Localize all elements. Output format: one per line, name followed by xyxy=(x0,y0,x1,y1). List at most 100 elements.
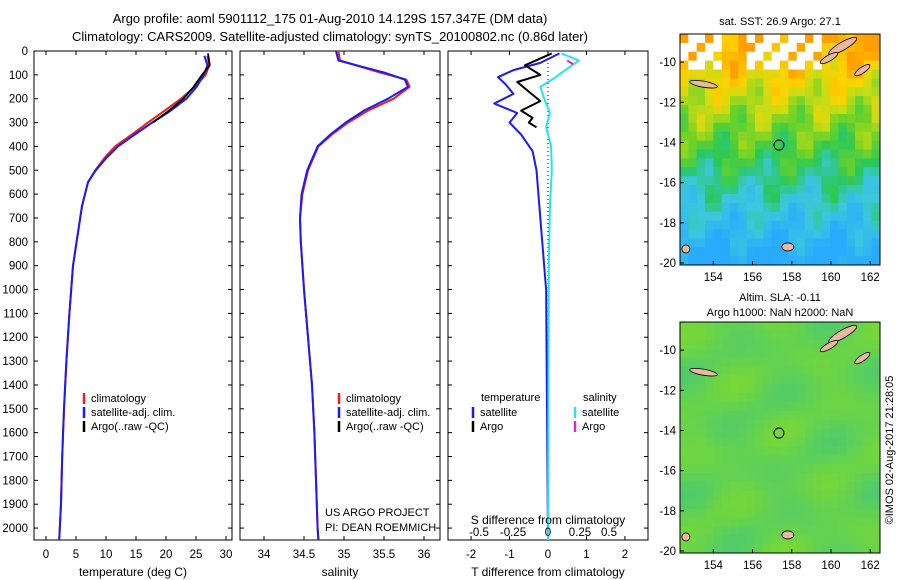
map-cell xyxy=(755,185,764,195)
map-cell xyxy=(863,220,873,231)
map-cell xyxy=(788,193,798,204)
map-cell xyxy=(721,60,731,71)
map-cell xyxy=(813,357,823,368)
map-cell xyxy=(855,384,864,394)
map-cell xyxy=(771,481,781,492)
map-cell xyxy=(738,339,748,350)
map-cell xyxy=(721,526,731,536)
map-cell xyxy=(721,508,731,519)
map-cell xyxy=(721,113,731,124)
map-cell xyxy=(780,158,789,168)
map-cell xyxy=(738,419,748,430)
map-cell xyxy=(780,238,789,248)
map-cell xyxy=(813,105,823,115)
map-cell xyxy=(871,220,880,231)
map-cell xyxy=(721,401,731,412)
map-cell xyxy=(771,446,781,456)
map-cell xyxy=(730,247,739,257)
map-cell xyxy=(771,211,781,222)
map-cell xyxy=(871,428,880,439)
map-cell xyxy=(688,339,698,350)
map-cell xyxy=(813,158,823,168)
map-cell xyxy=(838,247,848,257)
map-cell xyxy=(813,176,823,186)
longitude-label: 156 xyxy=(743,272,762,284)
map-cell xyxy=(813,34,823,44)
map-cell xyxy=(680,78,689,88)
map-cell xyxy=(830,535,839,545)
map-cell xyxy=(830,34,839,44)
map-cell xyxy=(746,193,756,204)
map-cell xyxy=(763,322,773,332)
map-cell xyxy=(688,193,698,204)
map-cell xyxy=(771,322,781,332)
map-cell xyxy=(780,455,789,465)
map-cell xyxy=(771,140,781,151)
map-cell xyxy=(796,60,806,71)
map-cell xyxy=(871,410,880,421)
map-cell xyxy=(780,481,789,492)
map-cell xyxy=(863,167,873,177)
map-cell xyxy=(763,526,773,536)
map-cell xyxy=(788,238,798,248)
map-cell xyxy=(855,149,864,159)
island-shape xyxy=(681,532,691,542)
map-cell xyxy=(688,508,698,519)
map-cell xyxy=(696,322,706,332)
map-cell xyxy=(813,455,823,465)
map-cell xyxy=(705,193,714,204)
map-cell xyxy=(746,526,756,536)
map-cell xyxy=(730,526,739,536)
map-cell xyxy=(821,473,831,483)
map-cell xyxy=(805,375,814,385)
map-cell xyxy=(680,220,689,231)
map-cell xyxy=(730,455,739,465)
map-cell xyxy=(730,51,739,62)
map-cell xyxy=(805,167,814,177)
map-cell xyxy=(688,42,698,53)
map-cell xyxy=(830,185,839,195)
map-cell xyxy=(838,69,848,80)
map-cell xyxy=(821,149,831,159)
map-cell xyxy=(780,330,789,341)
salinity-tick-label: 0 xyxy=(545,527,551,539)
map-cell xyxy=(871,508,880,519)
argo-position-marker xyxy=(773,427,785,439)
map-cell xyxy=(763,348,773,359)
map-cell xyxy=(680,393,689,403)
map-cell xyxy=(863,140,873,151)
map-cell xyxy=(813,393,823,403)
map-cell xyxy=(705,60,714,71)
map-cell xyxy=(821,256,831,265)
map-cell xyxy=(746,410,756,421)
map-cell xyxy=(855,339,864,350)
map-cell xyxy=(838,348,848,359)
latitude-label: -10 xyxy=(659,345,676,357)
map-cell xyxy=(830,238,839,248)
map-cell xyxy=(821,176,831,186)
map-cell xyxy=(680,330,689,341)
map-cell xyxy=(846,211,856,222)
map-cell xyxy=(805,69,814,80)
x-axis-label: salinity xyxy=(322,565,359,579)
map-cell xyxy=(855,78,864,88)
map-cell xyxy=(705,393,714,403)
map-cell xyxy=(788,357,798,368)
map-cell xyxy=(763,544,773,553)
map-cell xyxy=(713,526,723,536)
map-cell xyxy=(713,247,723,257)
map-cell xyxy=(730,330,739,341)
map-cell xyxy=(763,167,773,177)
map-cell xyxy=(796,393,806,403)
map-cell xyxy=(680,96,689,106)
map-cell xyxy=(713,193,723,204)
map-cell xyxy=(721,238,731,248)
y-tick-label: 1300 xyxy=(2,356,28,368)
legend-entry: Argo(..raw -QC) xyxy=(346,421,424,433)
map-cell xyxy=(730,410,739,421)
map-cell xyxy=(730,393,739,403)
map-cell xyxy=(696,202,706,213)
map-cell xyxy=(780,410,789,421)
map-cell xyxy=(771,384,781,394)
map-cell xyxy=(838,544,848,553)
